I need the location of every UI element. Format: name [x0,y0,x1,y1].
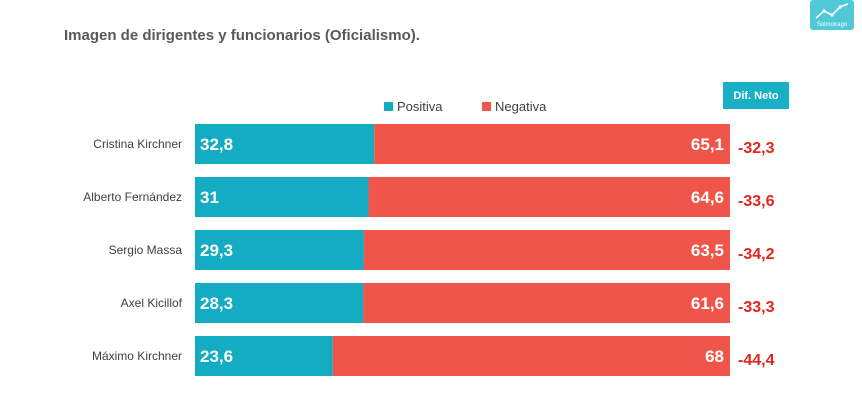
category-label: Máximo Kirchner [92,349,182,363]
data-label-positiva: 31 [200,188,219,207]
bar-positiva [195,283,364,323]
bar-positiva [195,177,369,217]
legend-label-positiva: Positiva [397,99,443,114]
bar-negativa [368,177,730,217]
bar-negativa [332,336,730,376]
chart-title: Imagen de dirigentes y funcionarios (Ofi… [64,27,420,44]
data-label-positiva: 29,3 [200,241,233,260]
data-label-negativa: 64,6 [691,188,724,207]
legend-label-negativa: Negativa [495,99,547,114]
category-label: Sergio Massa [109,243,183,257]
diff-value: -34,2 [738,246,775,263]
brand-logo: Solmoirago [810,0,854,30]
category-label: Alberto Fernández [83,190,182,204]
data-label-negativa: 61,6 [691,294,724,313]
bar-negativa [363,230,730,270]
data-label-negativa: 65,1 [691,135,724,154]
bar-negativa [363,283,730,323]
legend-item-negativa: Negativa [482,99,546,114]
trend-icon [815,3,849,19]
bar-positiva [195,230,364,270]
diff-value: -32,3 [738,140,775,157]
diff-value: -33,3 [738,299,775,316]
category-label: Axel Kicillof [121,296,183,310]
diff-header: Dif. Neto [723,82,789,109]
diff-value: -44,4 [738,352,775,369]
bar-negativa [374,124,730,164]
data-label-positiva: 23,6 [200,347,233,366]
legend-item-positiva: Positiva [384,99,443,114]
category-label: Cristina Kirchner [93,137,182,151]
diff-value: -33,6 [738,193,775,210]
legend-swatch-positiva [384,102,393,111]
data-label-negativa: 63,5 [691,241,724,260]
data-label-positiva: 32,8 [200,135,233,154]
bar-positiva [195,336,333,376]
data-label-positiva: 28,3 [200,294,233,313]
logo-text: Solmoirago [816,22,848,28]
legend-swatch-negativa [482,102,491,111]
data-label-negativa: 68 [705,347,724,366]
bar-positiva [195,124,375,164]
